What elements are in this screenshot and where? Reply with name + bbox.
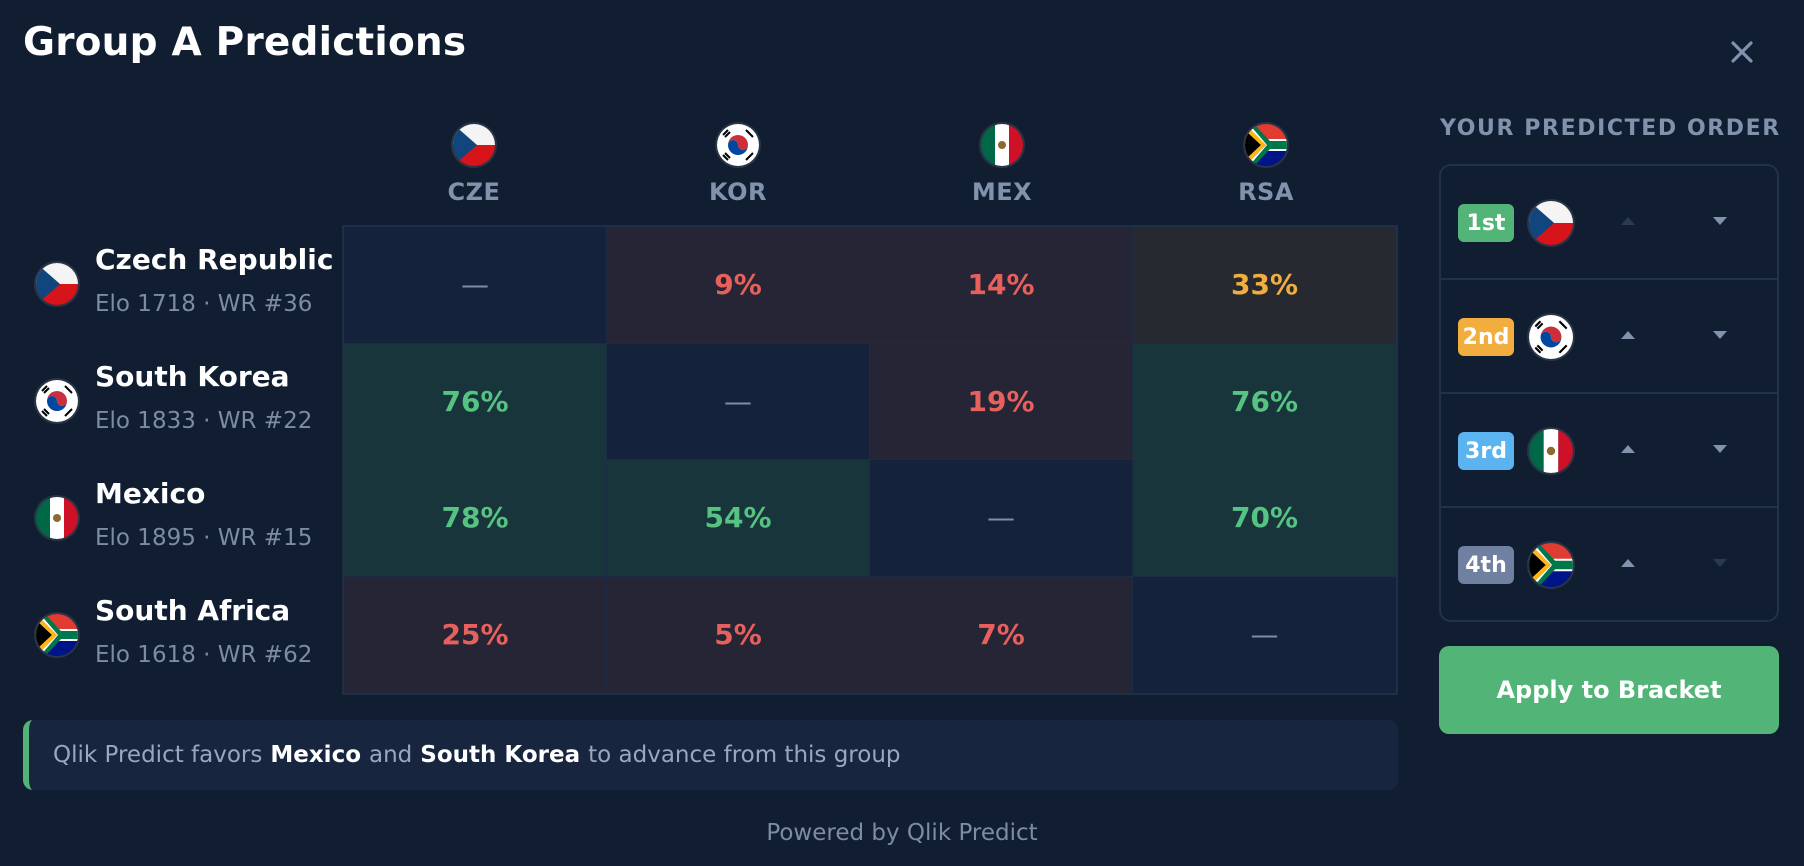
- caret-up-icon: [1621, 217, 1635, 225]
- matrix-cell-kor-cze[interactable]: 76%: [344, 343, 607, 460]
- column-header-rsa: RSA: [1134, 124, 1398, 206]
- caret-down-icon: [1713, 217, 1727, 225]
- team-name: Mexico: [95, 477, 206, 510]
- south-korea-flag-icon: [717, 124, 759, 166]
- row-header-south-korea: South Korea Elo 1833 · WR #22: [36, 342, 336, 459]
- matrix-cell-rsa-rsa: —: [1133, 576, 1396, 693]
- matrix-cell-rsa-mex[interactable]: 7%: [870, 576, 1133, 693]
- order-row-3: 3rd: [1441, 394, 1777, 508]
- column-header-kor: KOR: [606, 124, 870, 206]
- move-down-button[interactable]: [1707, 322, 1733, 348]
- move-up-button[interactable]: [1615, 322, 1641, 348]
- rank-badge: 4th: [1458, 546, 1514, 584]
- rank-badge: 2nd: [1458, 318, 1514, 356]
- column-header-cze: CZE: [342, 124, 606, 206]
- column-header-mex: MEX: [870, 124, 1134, 206]
- matrix-cell-kor-mex[interactable]: 19%: [870, 343, 1133, 460]
- czech-flag-icon: [36, 263, 78, 305]
- summary-suffix: to advance from this group: [588, 742, 901, 768]
- move-up-button[interactable]: [1615, 550, 1641, 576]
- order-row-2: 2nd: [1441, 280, 1777, 394]
- czech-flag-icon: [453, 124, 495, 166]
- prediction-summary: Qlik Predict favors Mexico and South Kor…: [23, 720, 1398, 790]
- row-header-mexico: Mexico Elo 1895 · WR #15: [36, 459, 336, 576]
- caret-down-icon: [1713, 445, 1727, 453]
- matrix-cell-cze-mex[interactable]: 14%: [870, 227, 1133, 344]
- mexico-flag-icon: [981, 124, 1023, 166]
- summary-team-1: Mexico: [270, 742, 362, 768]
- predicted-order-title: YOUR PREDICTED ORDER: [1440, 116, 1781, 141]
- move-down-button[interactable]: [1707, 550, 1733, 576]
- caret-down-icon: [1713, 559, 1727, 567]
- row-header-czech-republic: Czech Republic Elo 1718 · WR #36: [36, 225, 336, 342]
- matrix-cell-mex-mex: —: [870, 460, 1133, 577]
- rank-badge: 1st: [1458, 204, 1514, 242]
- column-code: MEX: [971, 178, 1033, 206]
- move-down-button[interactable]: [1707, 436, 1733, 462]
- caret-up-icon: [1621, 559, 1635, 567]
- team-rating: Elo 1718 · WR #36: [95, 291, 313, 317]
- south-korea-flag-icon: [1529, 315, 1573, 359]
- matrix-cell-kor-rsa[interactable]: 76%: [1133, 343, 1396, 460]
- team-rating: Elo 1618 · WR #62: [95, 642, 313, 668]
- column-code: KOR: [709, 178, 767, 206]
- move-up-button[interactable]: [1615, 436, 1641, 462]
- page-title: Group A Predictions: [23, 20, 467, 65]
- caret-up-icon: [1621, 331, 1635, 339]
- summary-prefix: Qlik Predict favors: [53, 742, 263, 768]
- close-button[interactable]: [1726, 36, 1758, 68]
- move-up-button[interactable]: [1615, 208, 1641, 234]
- matrix-cell-mex-kor[interactable]: 54%: [607, 460, 870, 577]
- summary-connector: and: [369, 742, 413, 768]
- matrix-cell-cze-kor[interactable]: 9%: [607, 227, 870, 344]
- summary-team-2: South Korea: [420, 742, 581, 768]
- move-down-button[interactable]: [1707, 208, 1733, 234]
- close-icon: [1731, 41, 1753, 63]
- predicted-order-list: 1st 2nd 3rd 4th: [1439, 164, 1779, 622]
- south-africa-flag-icon: [1245, 124, 1287, 166]
- order-row-4: 4th: [1441, 508, 1777, 622]
- matrix-cell-cze-rsa[interactable]: 33%: [1133, 227, 1396, 344]
- powered-by-footer: Powered by Qlik Predict: [766, 820, 1038, 846]
- czech-flag-icon: [1529, 201, 1573, 245]
- mexico-flag-icon: [1529, 429, 1573, 473]
- rank-badge: 3rd: [1458, 432, 1514, 470]
- team-name: South Korea: [95, 360, 290, 393]
- column-code: CZE: [447, 178, 501, 206]
- team-name: Czech Republic: [95, 243, 334, 276]
- apply-to-bracket-button[interactable]: Apply to Bracket: [1439, 646, 1779, 734]
- team-rating: Elo 1833 · WR #22: [95, 408, 313, 434]
- matrix-cell-mex-cze[interactable]: 78%: [344, 460, 607, 577]
- caret-down-icon: [1713, 331, 1727, 339]
- matrix-cell-rsa-kor[interactable]: 5%: [607, 576, 870, 693]
- south-africa-flag-icon: [1529, 543, 1573, 587]
- order-row-1: 1st: [1441, 166, 1777, 280]
- prediction-matrix: — 9% 14% 33% 76% — 19% 76% 78% 54% — 70%…: [342, 225, 1398, 695]
- matrix-cell-kor-kor: —: [607, 343, 870, 460]
- south-korea-flag-icon: [36, 380, 78, 422]
- team-name: South Africa: [95, 594, 291, 627]
- column-code: RSA: [1238, 178, 1294, 206]
- matrix-cell-rsa-cze[interactable]: 25%: [344, 576, 607, 693]
- matrix-cell-cze-cze: —: [344, 227, 607, 344]
- south-africa-flag-icon: [36, 614, 78, 656]
- mexico-flag-icon: [36, 497, 78, 539]
- team-rating: Elo 1895 · WR #15: [95, 525, 313, 551]
- row-header-south-africa: South Africa Elo 1618 · WR #62: [36, 576, 336, 693]
- caret-up-icon: [1621, 445, 1635, 453]
- matrix-cell-mex-rsa[interactable]: 70%: [1133, 460, 1396, 577]
